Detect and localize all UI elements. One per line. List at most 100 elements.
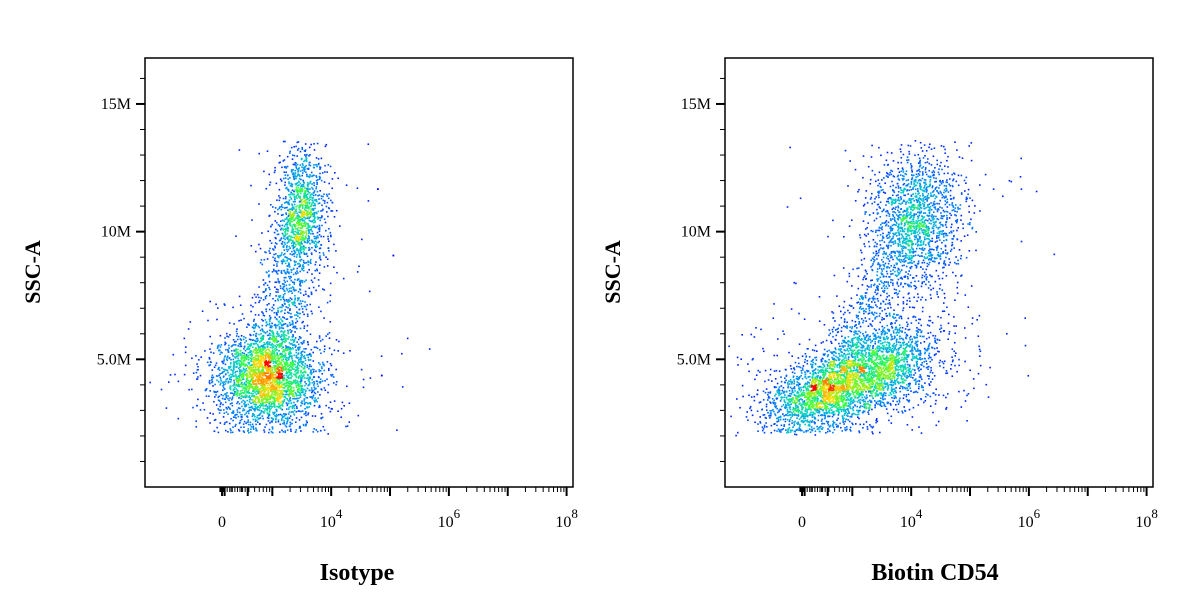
event-dot xyxy=(302,267,305,269)
event-dot xyxy=(303,388,306,391)
event-dot xyxy=(800,374,802,377)
event-dot xyxy=(271,368,274,371)
event-dot xyxy=(286,289,289,291)
event-dot xyxy=(289,397,292,399)
event-dot xyxy=(219,405,221,408)
event-dot xyxy=(234,356,236,358)
event-dot xyxy=(230,418,232,420)
event-dot xyxy=(876,386,878,389)
event-dot xyxy=(311,225,314,228)
event-dot xyxy=(299,283,301,286)
event-dot xyxy=(243,368,246,371)
event-dot xyxy=(285,402,288,404)
event-dot xyxy=(240,374,242,376)
event-dot xyxy=(299,247,302,250)
event-dot xyxy=(319,340,322,342)
event-dot xyxy=(240,369,242,372)
event-dot xyxy=(327,383,330,386)
event-dot xyxy=(299,282,301,284)
event-dot xyxy=(295,381,298,384)
event-dot xyxy=(302,230,305,233)
event-dot xyxy=(317,241,320,244)
event-dot xyxy=(235,330,238,333)
event-dot xyxy=(329,300,331,303)
event-dot xyxy=(224,363,227,366)
event-dot xyxy=(237,335,240,338)
event-dot xyxy=(206,361,209,364)
y-tick-label: 15M xyxy=(101,96,131,113)
event-dot xyxy=(836,404,839,406)
event-dot xyxy=(237,357,239,360)
event-dot xyxy=(289,355,291,358)
event-dot xyxy=(279,353,282,355)
event-dot xyxy=(277,335,280,337)
event-dot xyxy=(306,193,309,195)
event-dot xyxy=(253,364,256,366)
event-dot xyxy=(770,412,772,414)
event-dot xyxy=(292,334,294,336)
event-dot xyxy=(299,237,301,240)
event-dot xyxy=(298,167,300,169)
event-dot xyxy=(325,256,327,258)
event-dot xyxy=(245,390,248,392)
event-dot xyxy=(312,208,314,210)
event-dot xyxy=(301,224,303,227)
event-dot xyxy=(284,413,287,415)
event-dot xyxy=(300,371,302,374)
event-dot xyxy=(285,358,287,360)
event-dot xyxy=(321,204,323,207)
event-dot xyxy=(310,229,312,231)
event-dot xyxy=(856,354,859,356)
event-dot xyxy=(293,300,296,303)
event-dot xyxy=(272,371,275,374)
event-dot xyxy=(297,169,300,172)
event-dot xyxy=(284,417,287,420)
event-dot xyxy=(229,428,232,430)
event-dot xyxy=(306,313,309,316)
event-dot xyxy=(822,426,824,429)
event-dot xyxy=(269,354,271,357)
event-dot xyxy=(258,372,260,375)
event-dot xyxy=(256,343,259,346)
event-dot xyxy=(298,348,301,350)
event-dot xyxy=(291,368,294,370)
event-dot xyxy=(255,324,258,327)
event-dot xyxy=(299,260,302,262)
event-dot xyxy=(254,339,256,342)
event-dot xyxy=(333,349,336,352)
event-dot xyxy=(250,409,252,411)
event-dot xyxy=(266,284,269,287)
event-dot xyxy=(264,378,266,380)
event-dot xyxy=(268,374,270,377)
event-dot xyxy=(260,297,262,299)
event-dot xyxy=(283,283,285,285)
event-dot xyxy=(301,205,304,208)
event-dot xyxy=(276,221,278,224)
event-dot xyxy=(245,388,247,391)
event-dot xyxy=(243,420,246,423)
event-dot xyxy=(286,217,288,220)
event-dot xyxy=(223,412,226,414)
event-dot xyxy=(254,342,257,345)
event-dot xyxy=(271,351,273,354)
event-dot xyxy=(305,371,307,373)
event-dot xyxy=(313,212,315,214)
event-dot xyxy=(291,203,293,206)
event-dot xyxy=(290,276,292,278)
event-dot xyxy=(294,218,296,221)
event-dot xyxy=(275,417,277,420)
event-dot xyxy=(332,376,335,378)
event-dot xyxy=(247,430,249,432)
event-dot xyxy=(268,294,271,297)
event-dot xyxy=(225,369,227,371)
event-dot xyxy=(289,177,291,179)
event-dot xyxy=(307,261,310,264)
event-dot xyxy=(261,318,263,321)
event-dot xyxy=(280,272,283,274)
event-dot xyxy=(296,197,298,199)
event-dot xyxy=(304,238,306,240)
event-dot xyxy=(273,270,275,272)
event-dot xyxy=(312,188,314,190)
event-dot xyxy=(282,367,285,370)
